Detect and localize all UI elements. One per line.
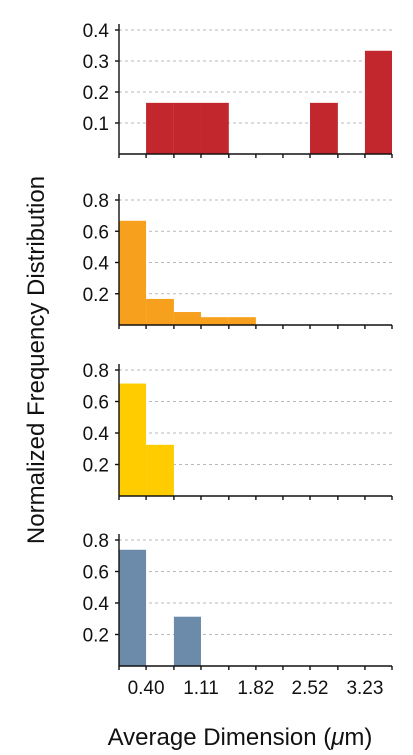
y-tick-label: 0.8 — [83, 191, 109, 212]
x-tick-label: 2.52 — [292, 678, 329, 699]
histogram-panels: 0.10.20.30.40.20.40.60.80.20.40.60.80.20… — [83, 21, 393, 699]
x-axis-title-prefix: Average Dimension ( — [108, 724, 332, 751]
x-axis-title-suffix: m) — [344, 724, 372, 751]
y-tick-label: 0.3 — [83, 52, 109, 73]
histogram-bar — [200, 102, 229, 154]
panel-3: 0.2 0.4 0.6 0.8 — [83, 361, 393, 500]
histogram-bar — [228, 317, 256, 325]
histogram-bar — [173, 616, 201, 666]
histogram-bar — [173, 102, 201, 154]
y-tick-label: 0.1 — [83, 114, 109, 135]
y-tick-label: 0.4 — [83, 594, 110, 615]
y-tick-label: 0.2 — [83, 626, 109, 647]
y-tick-label: 0.6 — [83, 393, 109, 414]
x-axis-title: Average Dimension (μm) — [108, 724, 373, 751]
y-tick-label: 0.6 — [83, 222, 109, 243]
histogram-bar — [146, 298, 174, 325]
histogram-bar — [146, 444, 174, 496]
y-tick-label: 0.4 — [83, 21, 110, 42]
histogram-bar — [119, 383, 147, 496]
panel-4: 0.2 0.4 0.6 0.8 — [83, 531, 393, 670]
y-tick-label: 0.2 — [83, 456, 109, 477]
histogram-bar — [200, 317, 229, 325]
histogram-bar — [119, 549, 147, 666]
y-tick-label: 0.2 — [83, 285, 109, 306]
y-tick-label: 0.2 — [83, 83, 109, 104]
x-axis-title-unit: μ — [330, 724, 344, 751]
y-tick-label: 0.6 — [83, 563, 109, 584]
x-tick-label: 3.23 — [346, 678, 383, 699]
histogram-bar — [310, 102, 338, 154]
x-tick-label: 1.11 — [183, 678, 219, 699]
y-tick-label: 0.4 — [83, 424, 110, 445]
y-tick-label: 0.4 — [83, 254, 110, 275]
y-tick-label: 0.8 — [83, 531, 109, 552]
y-tick-label: 0.8 — [83, 361, 109, 382]
histogram-bar — [173, 312, 201, 325]
panel-2: 0.2 0.4 0.6 0.8 — [83, 191, 393, 329]
histogram-bar — [146, 102, 174, 154]
panel-1: 0.1 0.2 0.3 0.4 — [83, 21, 393, 158]
x-tick-label: 0.40 — [128, 678, 165, 699]
y-axis-title: Normalized Frequency Distribution — [23, 176, 50, 544]
histogram-bar — [119, 220, 147, 325]
x-tick-label: 1.82 — [237, 678, 274, 699]
histogram-bar — [364, 50, 392, 154]
